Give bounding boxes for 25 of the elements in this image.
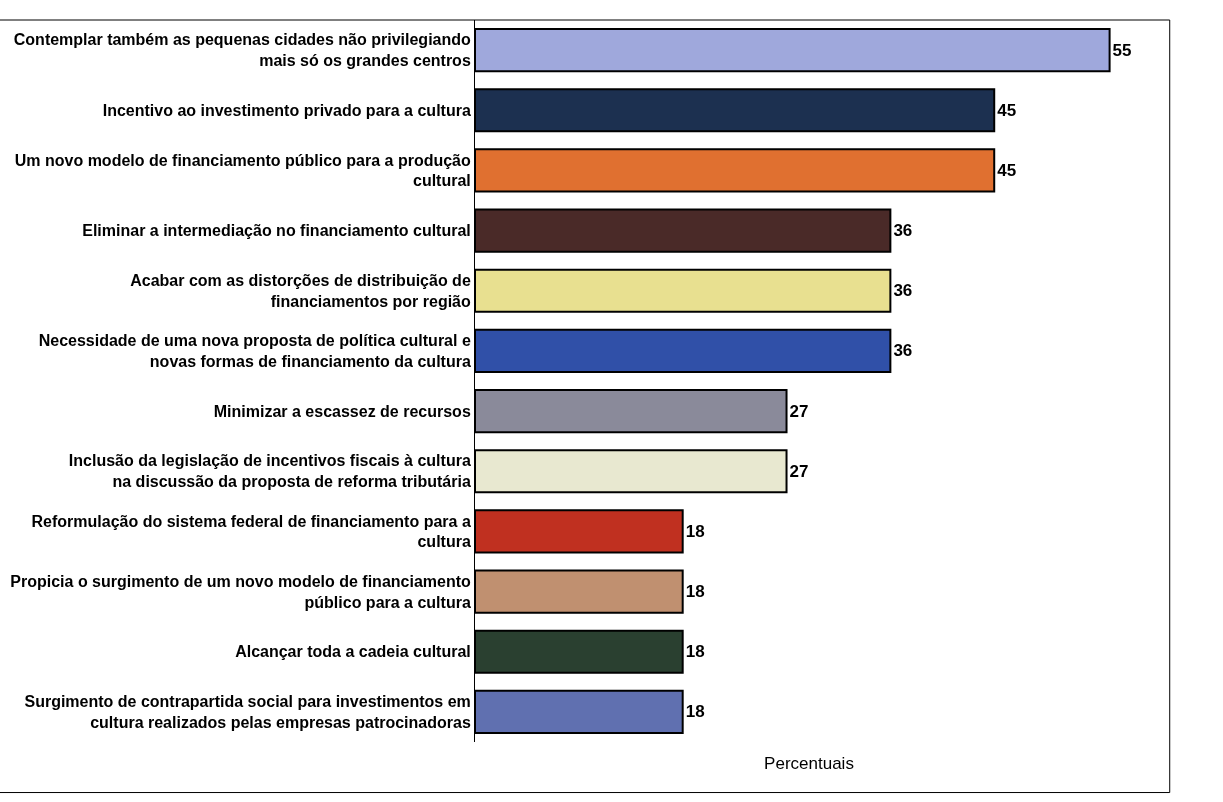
y-tick-label: Propicia o surgimento de um novo modelo de financiamento público para a cultura — [10, 572, 472, 611]
y-tick-label: Inclusão da legislação de incentivos fiscais à cultura na discussão da proposta de reforma tributária — [68, 452, 471, 491]
x-axis-title: Percentuais — [764, 754, 854, 774]
y-tick-label: Minimizar a escassez de recursos — [213, 402, 471, 420]
data-label: 18 — [685, 582, 705, 602]
y-tick-label: Eliminar a intermediação no financiamento cultural — [82, 222, 471, 240]
data-label: 18 — [685, 521, 705, 541]
data-label: 27 — [789, 461, 809, 481]
y-tick-label: Contemplar também as pequenas cidades não privilegiando mais só os grandes centros — [13, 31, 472, 70]
data-label: 36 — [893, 341, 913, 361]
data-label: 36 — [893, 281, 913, 301]
y-tick-label: Necessidade de uma nova proposta de política cultural e novas formas de financiamento da cultura — [38, 332, 471, 370]
data-label: 45 — [997, 100, 1017, 120]
y-tick-label: Alcançar toda a cadeia cultural — [235, 643, 471, 661]
data-label: 36 — [893, 221, 913, 241]
y-tick-label: Um novo modelo de financiamento público para a produção cultural — [14, 151, 472, 190]
y-tick-label: Surgimento de contrapartida social para investimentos em cultura realizados pelas empresas patrocinadoras — [24, 693, 471, 731]
y-tick-label: Acabar com as distorções de distribuição de financiamentos por região — [130, 271, 472, 310]
data-label: 45 — [997, 160, 1017, 180]
y-tick-label: Reformulação do sistema federal de financiamento para a cultura — [31, 512, 471, 551]
data-label: 18 — [685, 702, 705, 722]
data-label: 18 — [685, 642, 705, 662]
y-tick-label: Incentivo ao investimento privado para a cultura — [102, 101, 471, 119]
data-label: 55 — [1112, 40, 1132, 60]
data-label: 27 — [789, 401, 809, 421]
